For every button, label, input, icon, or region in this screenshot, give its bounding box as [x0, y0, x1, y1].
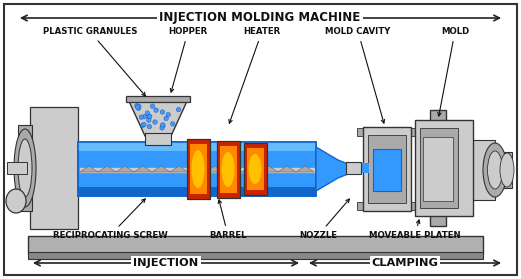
Bar	[368, 135, 406, 203]
Bar	[78, 142, 316, 196]
Bar	[502, 152, 512, 188]
Ellipse shape	[500, 153, 514, 187]
Ellipse shape	[483, 143, 507, 197]
Polygon shape	[260, 166, 278, 172]
Ellipse shape	[176, 107, 181, 112]
Ellipse shape	[249, 154, 262, 184]
Ellipse shape	[145, 111, 150, 115]
Text: HEATER: HEATER	[229, 27, 281, 123]
Bar	[357, 202, 465, 210]
Bar	[145, 133, 171, 145]
Bar	[420, 128, 458, 208]
Ellipse shape	[154, 108, 158, 112]
Polygon shape	[206, 166, 224, 172]
Ellipse shape	[14, 129, 36, 207]
Ellipse shape	[147, 114, 152, 119]
Ellipse shape	[488, 151, 502, 189]
Bar	[357, 163, 369, 173]
Bar	[217, 141, 240, 198]
Text: PLASTIC GRANULES: PLASTIC GRANULES	[43, 27, 145, 96]
Polygon shape	[224, 166, 242, 172]
Bar	[18, 125, 32, 211]
Ellipse shape	[221, 152, 234, 187]
Bar	[28, 236, 483, 254]
Bar	[247, 148, 264, 190]
Bar	[187, 139, 210, 199]
Ellipse shape	[160, 123, 165, 128]
Bar	[357, 128, 465, 136]
Polygon shape	[116, 166, 134, 172]
Ellipse shape	[170, 122, 175, 126]
Ellipse shape	[160, 126, 164, 130]
Bar	[78, 142, 316, 151]
Ellipse shape	[153, 120, 157, 124]
Ellipse shape	[192, 150, 205, 188]
Text: NOZZLE: NOZZLE	[299, 199, 350, 240]
Text: CLAMPING: CLAMPING	[371, 258, 439, 268]
Bar	[430, 110, 446, 226]
Bar	[126, 96, 190, 102]
Text: MOVEABLE PLATEN: MOVEABLE PLATEN	[369, 220, 461, 240]
Ellipse shape	[139, 115, 144, 119]
Bar	[7, 162, 27, 174]
Text: MOLD: MOLD	[438, 27, 469, 116]
Polygon shape	[98, 166, 116, 172]
Polygon shape	[188, 166, 206, 172]
Polygon shape	[242, 166, 260, 172]
Text: HOPPER: HOPPER	[168, 27, 208, 92]
Polygon shape	[80, 166, 98, 172]
Bar	[79, 167, 315, 173]
Polygon shape	[316, 147, 348, 191]
Ellipse shape	[147, 124, 152, 129]
Ellipse shape	[146, 118, 151, 122]
Bar	[244, 143, 267, 195]
Text: RECIPROCATING SCREW: RECIPROCATING SCREW	[53, 199, 167, 240]
Polygon shape	[134, 166, 152, 172]
Ellipse shape	[135, 105, 140, 109]
Ellipse shape	[6, 189, 26, 213]
Ellipse shape	[147, 114, 152, 119]
Bar	[363, 127, 411, 211]
Text: MOLD CAVITY: MOLD CAVITY	[325, 27, 391, 123]
Ellipse shape	[134, 104, 139, 108]
Polygon shape	[296, 166, 314, 172]
Ellipse shape	[160, 123, 165, 127]
Bar	[445, 140, 495, 200]
Ellipse shape	[137, 104, 141, 109]
Ellipse shape	[18, 139, 32, 197]
Text: INJECTION MOLDING MACHINE: INJECTION MOLDING MACHINE	[159, 11, 361, 25]
Bar	[220, 146, 237, 193]
Ellipse shape	[142, 122, 146, 127]
Ellipse shape	[160, 110, 165, 114]
Text: INJECTION: INJECTION	[133, 258, 199, 268]
Bar	[28, 252, 483, 259]
Bar	[415, 120, 473, 216]
Bar	[190, 144, 207, 194]
Bar	[346, 162, 361, 174]
Bar	[30, 107, 78, 229]
Ellipse shape	[150, 104, 155, 109]
Bar	[373, 149, 401, 191]
Ellipse shape	[141, 123, 145, 128]
Bar	[78, 187, 316, 196]
Polygon shape	[170, 166, 188, 172]
Ellipse shape	[164, 116, 168, 121]
Ellipse shape	[166, 112, 170, 117]
Bar	[423, 137, 453, 201]
Ellipse shape	[137, 106, 141, 110]
Polygon shape	[278, 166, 296, 172]
Ellipse shape	[143, 114, 147, 119]
Text: BARREL: BARREL	[209, 200, 247, 240]
Bar	[78, 142, 316, 196]
Polygon shape	[152, 166, 170, 172]
Polygon shape	[128, 99, 188, 136]
